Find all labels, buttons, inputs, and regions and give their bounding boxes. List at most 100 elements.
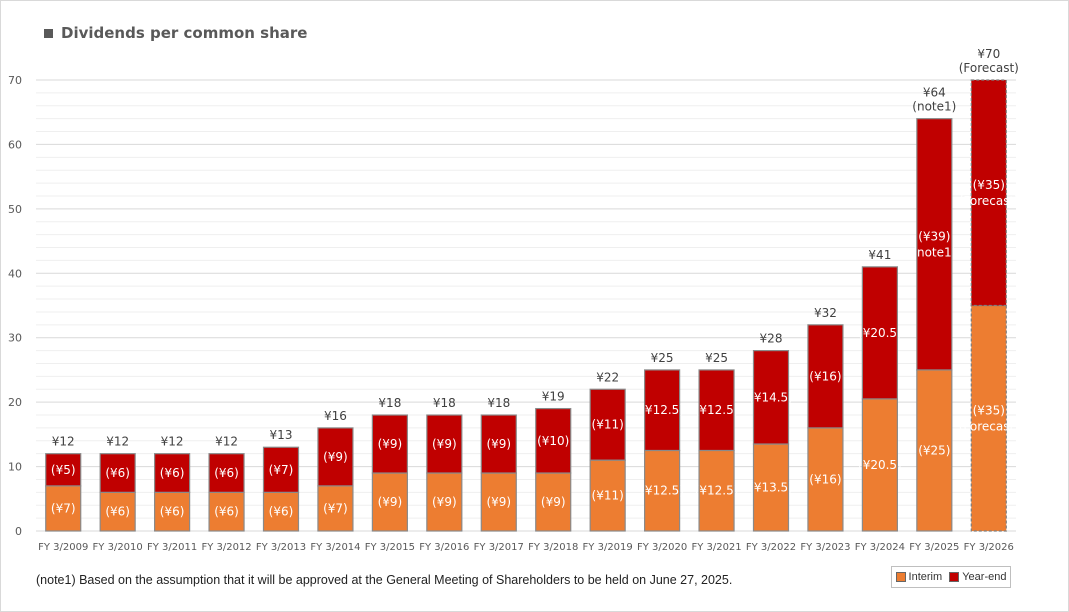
data-label-year-end: (¥10) — [537, 434, 569, 448]
x-tick-label: FY 3/2009 — [38, 542, 88, 553]
data-label-interim: (¥12.5) — [640, 484, 684, 498]
data-label-year-end: (¥6) — [105, 466, 130, 480]
data-label-interim: (¥9) — [378, 495, 403, 509]
data-label-year-end: (¥9) — [323, 450, 348, 464]
bar-interim — [208, 491, 245, 532]
total-label: ¥25 — [651, 351, 674, 365]
data-label-year-end: (¥16) — [809, 369, 841, 383]
y-tick-label: 10 — [8, 461, 22, 474]
footnote: (note1) Based on the assumption that it … — [36, 573, 733, 587]
y-tick-label: 70 — [8, 74, 22, 87]
data-label-interim: (¥25) — [918, 443, 950, 457]
data-label-year-end: (¥14.5) — [749, 390, 793, 404]
x-tick-label: FY 3/2023 — [800, 542, 850, 553]
bar-year-end — [861, 266, 898, 400]
total-label: ¥19 — [542, 390, 565, 404]
bar-year-end — [698, 369, 735, 452]
total-label: ¥12 — [106, 435, 129, 449]
total-label: ¥22 — [596, 370, 619, 384]
bar-interim — [644, 449, 681, 532]
y-tick-label: 0 — [15, 525, 22, 538]
legend-item-year-end: Year-end — [949, 571, 1006, 583]
data-label-year-end: (¥7) — [269, 463, 294, 477]
x-tick-label: FY 3/2011 — [147, 542, 197, 553]
bar-year-end — [426, 414, 463, 474]
data-label-interim: (¥7) — [51, 501, 76, 515]
x-tick-label: FY 3/2012 — [201, 542, 251, 553]
bar-year-end — [208, 453, 245, 493]
x-tick-label: FY 3/2026 — [964, 542, 1014, 553]
total-label: ¥70 (Forecast) — [959, 47, 1019, 75]
bar-interim — [317, 485, 354, 532]
x-tick-label: FY 3/2014 — [310, 542, 360, 553]
total-label: ¥16 — [324, 409, 347, 423]
data-label-year-end: (¥9) — [378, 437, 403, 451]
bar-year-end — [99, 453, 136, 493]
x-tick-label: FY 3/2025 — [909, 542, 959, 553]
data-label-interim: (¥7) — [323, 501, 348, 515]
data-label-year-end: (¥39) (note1) — [912, 229, 956, 259]
total-label: ¥12 — [52, 435, 75, 449]
data-label-interim: (¥6) — [160, 505, 185, 519]
total-label: ¥18 — [433, 396, 456, 410]
data-label-year-end: (¥11) — [592, 418, 624, 432]
total-label: ¥28 — [760, 332, 783, 346]
bar-interim — [970, 304, 1007, 532]
bar-labels: (¥7) (¥5) ¥12 (¥6) (¥6) ¥12 (¥6) (¥6) ¥12 (¥6) (¥6… — [51, 47, 1019, 519]
legend-label-interim: Interim — [908, 571, 943, 583]
total-label: ¥12 — [161, 435, 184, 449]
x-axis-ticks: FY 3/2009 FY 3/2010 FY 3/2011 FY 3/2012 FY 3… — [38, 542, 1014, 553]
x-tick-label: FY 3/2020 — [637, 542, 687, 553]
data-label-year-end: (¥12.5) — [695, 403, 739, 417]
data-label-interim: (¥9) — [486, 495, 511, 509]
x-tick-label: FY 3/2021 — [691, 542, 741, 553]
data-label-interim: (¥35) (Forecast) — [959, 403, 1019, 433]
bar-year-end — [317, 427, 354, 487]
bar-interim — [916, 369, 953, 532]
bar-year-end — [589, 388, 626, 461]
data-label-year-end: (¥20.5) — [858, 326, 902, 340]
data-label-interim: (¥16) — [809, 472, 841, 486]
x-tick-label: FY 3/2015 — [365, 542, 415, 553]
data-label-interim: (¥11) — [592, 489, 624, 503]
legend: Interim Year-end — [891, 566, 1011, 588]
total-label: ¥18 — [378, 396, 401, 410]
bar-interim — [154, 491, 191, 532]
data-label-interim: (¥6) — [105, 505, 130, 519]
bar-interim — [589, 459, 626, 532]
title-square-icon — [44, 28, 53, 38]
chart-title-text: Dividends per common share — [61, 24, 308, 42]
total-label: ¥12 — [215, 435, 238, 449]
x-tick-label: FY 3/2022 — [746, 542, 796, 553]
y-tick-label: 50 — [8, 203, 22, 216]
bar-interim — [698, 449, 735, 532]
bar-year-end — [45, 453, 82, 487]
bar-year-end — [807, 324, 844, 429]
data-label-year-end: (¥9) — [486, 437, 511, 451]
data-label-interim: (¥9) — [541, 495, 566, 509]
bar-interim — [861, 398, 898, 532]
total-label: ¥32 — [814, 306, 837, 320]
x-tick-label: FY 3/2019 — [583, 542, 633, 553]
data-label-interim: (¥6) — [269, 505, 294, 519]
bar-year-end — [916, 118, 953, 371]
y-tick-label: 60 — [8, 138, 22, 151]
bar-interim — [535, 472, 572, 532]
y-tick-label: 40 — [8, 267, 22, 280]
y-tick-label: 30 — [8, 332, 22, 345]
x-tick-label: FY 3/2017 — [474, 542, 524, 553]
data-label-interim: (¥12.5) — [695, 484, 739, 498]
data-label-interim: (¥6) — [214, 505, 239, 519]
total-label: ¥64 (note1) — [912, 86, 956, 114]
data-label-year-end: (¥9) — [432, 437, 457, 451]
x-tick-label: FY 3/2010 — [93, 542, 143, 553]
total-label: ¥41 — [868, 248, 891, 262]
data-label-year-end: (¥5) — [51, 463, 76, 477]
bar-interim — [752, 443, 790, 532]
legend-label-year-end: Year-end — [962, 571, 1007, 583]
x-tick-label: FY 3/2013 — [256, 542, 306, 553]
legend-swatch-interim — [895, 572, 906, 582]
bar-year-end — [644, 369, 681, 452]
bars — [45, 79, 1007, 532]
